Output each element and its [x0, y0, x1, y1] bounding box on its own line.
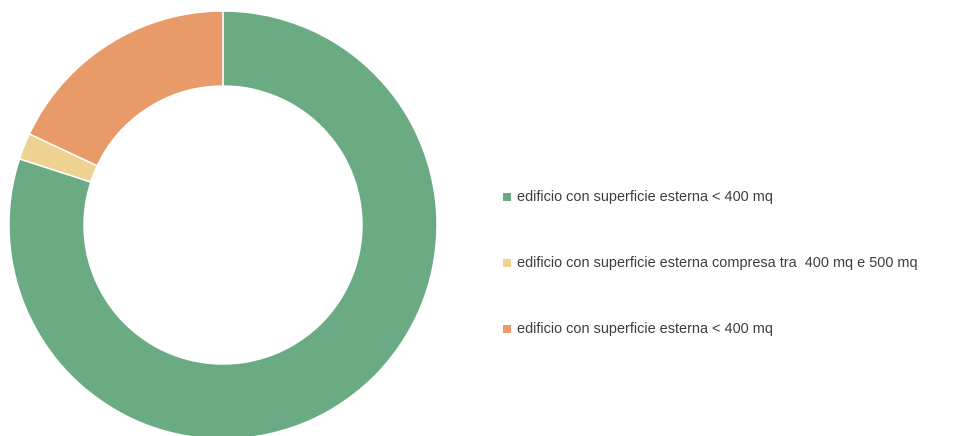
legend-item: edificio con superficie esterna < 400 mq [503, 316, 955, 342]
legend-label: edificio con superficie esterna compresa… [517, 255, 918, 271]
legend-label: edificio con superficie esterna < 400 mq [517, 321, 773, 337]
donut-slice [28, 10, 224, 167]
donut-slice [8, 10, 438, 436]
chart-legend: edificio con superficie esterna < 400 mq… [503, 184, 955, 382]
legend-swatch [503, 259, 511, 267]
legend-label: edificio con superficie esterna < 400 mq [517, 189, 773, 205]
legend-item: edificio con superficie esterna < 400 mq [503, 184, 955, 210]
legend-item: edificio con superficie esterna compresa… [503, 250, 955, 276]
legend-swatch [503, 193, 511, 201]
legend-swatch [503, 325, 511, 333]
donut-slices [8, 10, 438, 436]
